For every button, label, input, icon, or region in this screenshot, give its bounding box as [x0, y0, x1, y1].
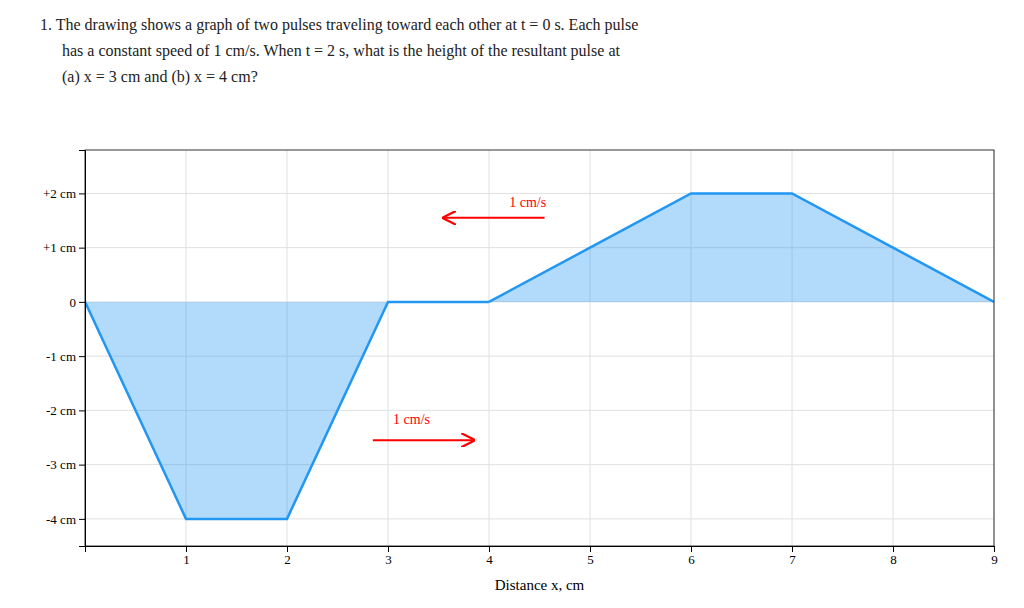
annotation-label: 1 cm/s	[509, 195, 546, 210]
x-tick: 7	[789, 546, 796, 567]
annotations: 1 cm/s 1 cm/s	[373, 195, 546, 440]
chart: 1. The drawing shows a graph of two puls…	[0, 0, 1024, 608]
grid-line-x	[388, 150, 389, 546]
pulse-area	[85, 302, 489, 519]
x-tick-label: 5	[587, 552, 594, 567]
y-tick: 0	[70, 295, 86, 310]
grid-line-x	[590, 150, 591, 546]
title-line: has a constant speed of 1 cm/s. When t =…	[62, 42, 620, 60]
grid	[85, 150, 994, 546]
annotation-label: 1 cm/s	[393, 412, 430, 427]
pulse-line	[85, 302, 489, 519]
grid-line-x	[893, 150, 894, 546]
y-tick: -2 cm	[46, 403, 85, 418]
x-tick-label: 1	[183, 552, 190, 567]
x-tick-mark	[287, 546, 288, 552]
y-tick-label: -3 cm	[46, 457, 76, 472]
x-tick-mark	[590, 546, 591, 552]
y-tick-label: -2 cm	[46, 403, 76, 418]
x-tick-label: 9	[991, 552, 998, 567]
y-tick-label: +1 cm	[43, 240, 76, 255]
x-tick-label: 3	[385, 552, 392, 567]
arrow	[444, 217, 545, 219]
pulse-line	[489, 193, 994, 301]
pulse-area	[489, 193, 994, 301]
x-tick-mark	[186, 546, 187, 552]
y-tick-label: 0	[70, 295, 77, 310]
x-tick: 3	[385, 546, 392, 567]
x-tick-mark	[489, 546, 490, 552]
x-tick: 2	[284, 546, 291, 567]
x-tick: 6	[688, 546, 695, 567]
y-tick-mark	[79, 410, 85, 411]
plot-frame	[85, 150, 994, 546]
title: 1. The drawing shows a graph of two puls…	[40, 16, 638, 86]
y-tick-mark	[79, 465, 85, 466]
x-tick-label: 2	[284, 552, 291, 567]
y-tick: -4 cm	[46, 512, 85, 527]
x-tick: 4	[486, 546, 493, 567]
y-tick: -1 cm	[46, 349, 85, 364]
x-tick-label: 6	[688, 552, 695, 567]
x-axis-line	[86, 547, 995, 553]
title-line: 1. The drawing shows a graph of two puls…	[40, 16, 638, 34]
y-tick-label: +2 cm	[43, 186, 76, 201]
y-tick-mark	[79, 248, 85, 249]
x-tick-mark	[893, 546, 894, 552]
x-tick-mark	[792, 546, 793, 552]
y-axis: +2 cm +1 cm 0 -1 cm -2 cm -3 cm -4 cm	[43, 151, 85, 547]
grid-line-x	[489, 150, 490, 546]
x-tick-mark	[691, 546, 692, 552]
x-tick-mark	[994, 546, 995, 552]
x-tick-mark	[388, 546, 389, 552]
y-tick-mark	[79, 302, 85, 303]
plot-area	[85, 193, 994, 518]
grid-line-y	[85, 193, 994, 194]
y-tick-mark	[79, 356, 85, 357]
y-tick-mark	[79, 193, 85, 194]
x-tick-label: 4	[486, 552, 493, 567]
x-tick-label: 8	[890, 552, 897, 567]
y-tick: +1 cm	[43, 240, 85, 255]
x-axis-title: Distance x, cm	[495, 577, 585, 593]
x-axis: 1 2 3 4 5 6 7 8 9	[86, 546, 998, 567]
y-tick: +2 cm	[43, 186, 85, 201]
x-tick: 5	[587, 546, 594, 567]
x-tick: 1	[183, 546, 190, 567]
x-tick: 9	[991, 546, 998, 567]
y-tick-label: -4 cm	[46, 512, 76, 527]
y-tick: -3 cm	[46, 457, 85, 472]
y-axis-line	[79, 151, 86, 547]
arrow	[373, 439, 474, 441]
title-line: (a) x = 3 cm and (b) x = 4 cm?	[62, 68, 258, 86]
y-tick-mark	[79, 519, 85, 520]
y-tick-label: -1 cm	[46, 349, 76, 364]
x-tick-label: 7	[789, 552, 796, 567]
x-tick: 8	[890, 546, 897, 567]
